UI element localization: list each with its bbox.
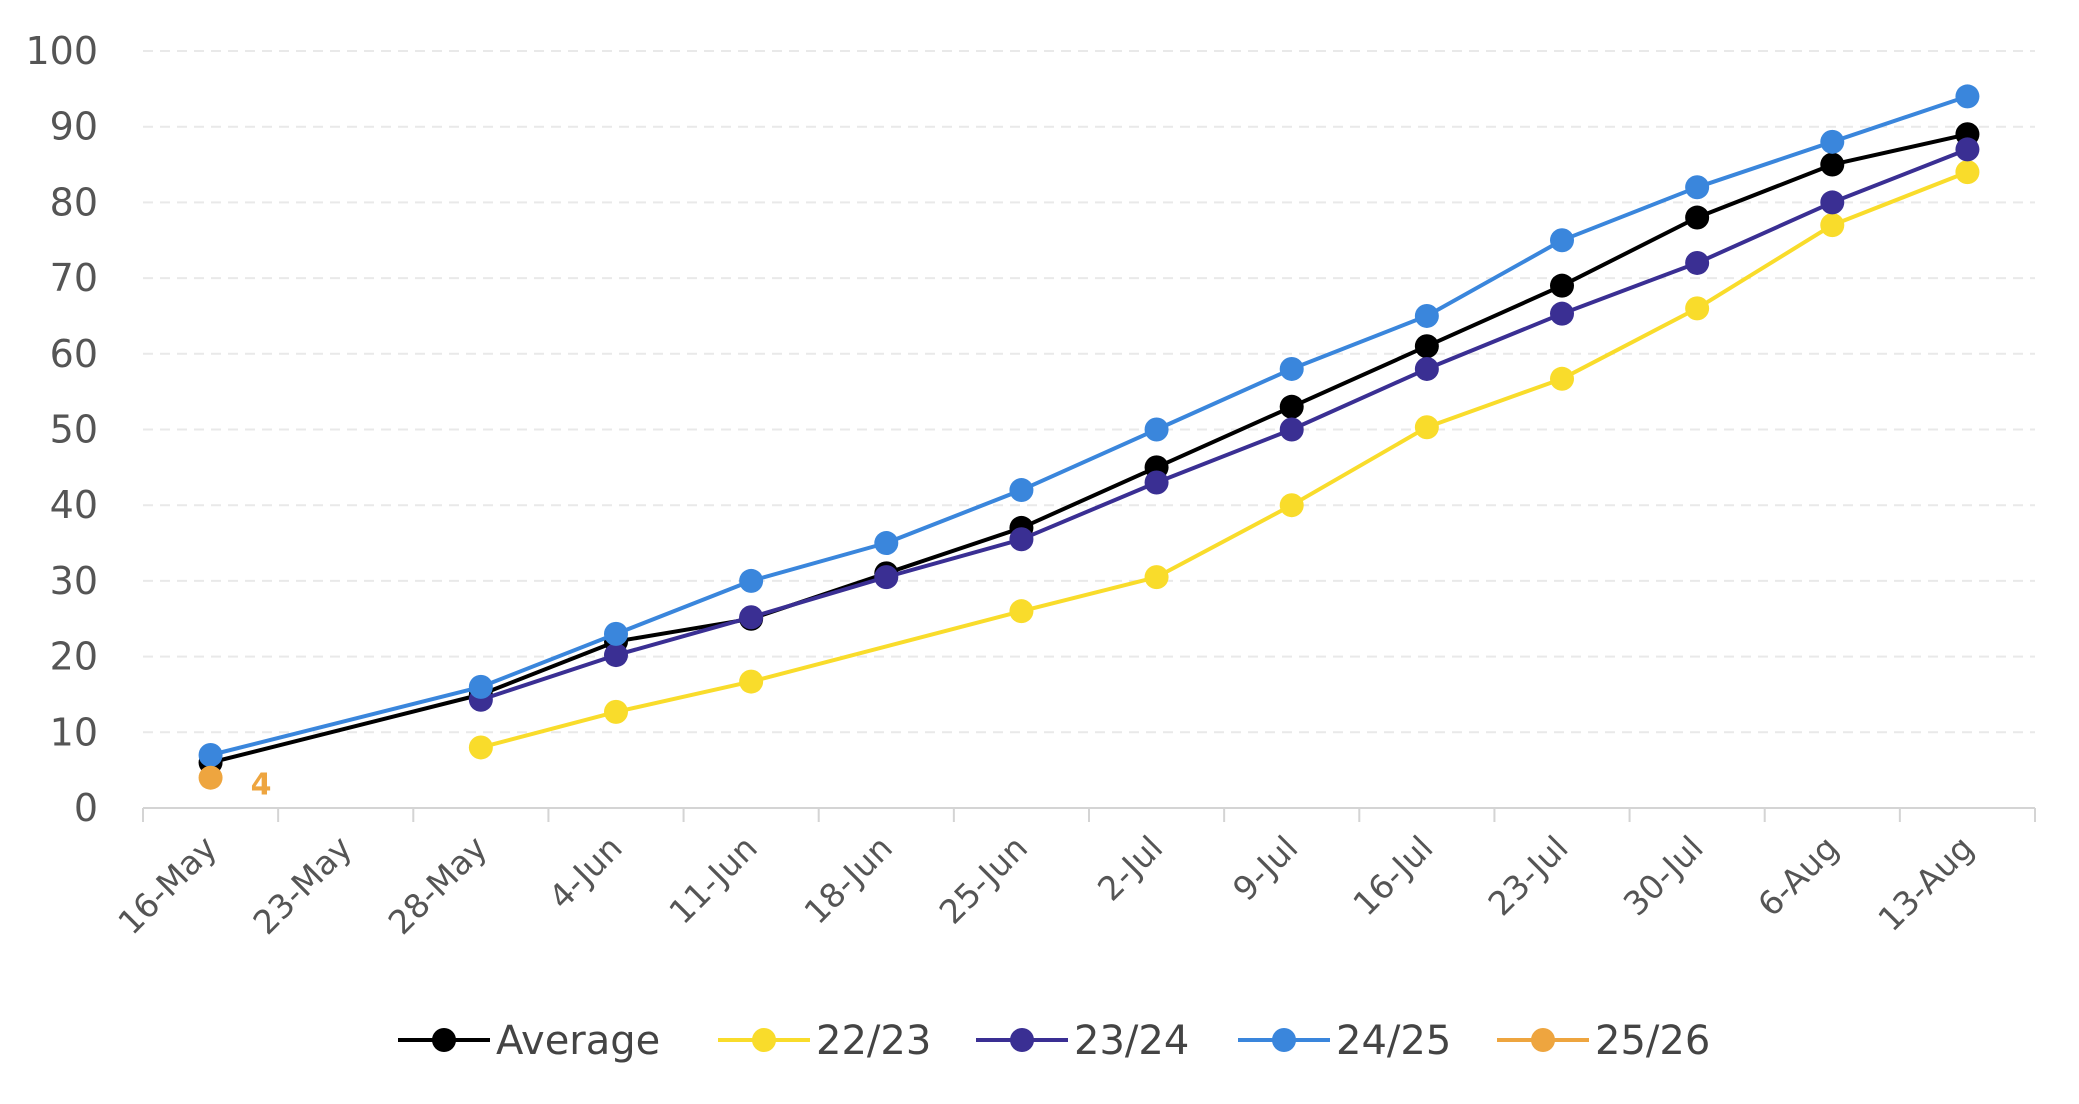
data-point <box>604 699 628 724</box>
y-tick-label: 80 <box>50 180 98 224</box>
y-tick-label: 10 <box>50 710 98 754</box>
data-point <box>1550 366 1574 391</box>
x-tick-label: 16-Jul <box>1345 828 1440 923</box>
data-point <box>1009 478 1034 503</box>
data-point <box>1144 417 1169 442</box>
x-axis: 16-May 23-May 28-May 4-Jun 11-Jun 18-Jun 25-Ju… <box>110 807 2036 942</box>
x-tick-label: 18-Jun <box>796 828 899 931</box>
legend-swatch-marker <box>1272 1028 1296 1052</box>
data-point <box>1414 303 1439 328</box>
x-tick-label: 25-Jun <box>932 828 1035 931</box>
y-tick-label: 100 <box>25 29 98 73</box>
data-point <box>1414 415 1439 440</box>
data-point <box>468 674 493 699</box>
data-point <box>1820 129 1845 154</box>
legend: Average 22/23 23/24 24/25 25/26 <box>398 1018 1710 1064</box>
data-point <box>1820 152 1845 177</box>
data-point <box>1685 175 1710 200</box>
legend-item: 24/25 <box>1238 1018 1451 1064</box>
data-point <box>1144 565 1169 590</box>
data-point <box>1820 190 1845 215</box>
legend-label: 24/25 <box>1336 1018 1451 1064</box>
data-point <box>1685 250 1710 275</box>
data-point <box>604 621 628 646</box>
x-tick-label: 4-Jun <box>541 828 630 917</box>
data-point <box>1279 356 1304 381</box>
y-tick-label: 90 <box>50 105 98 149</box>
data-point <box>1550 273 1574 298</box>
data-point <box>874 531 899 556</box>
data-point <box>874 565 899 590</box>
legend-swatch-marker <box>1010 1028 1034 1052</box>
data-point <box>739 605 764 630</box>
data-point <box>604 643 628 668</box>
x-tick-label: 23-May <box>245 828 359 942</box>
legend-item: Average <box>398 1018 660 1064</box>
legend-label: Average <box>496 1018 660 1064</box>
legend-swatch-marker <box>432 1028 456 1052</box>
y-tick-label: 50 <box>50 408 98 452</box>
y-tick-label: 20 <box>50 635 98 679</box>
data-point <box>1955 137 1980 162</box>
legend-label: 25/26 <box>1595 1018 1710 1064</box>
data-point <box>1820 213 1845 238</box>
y-axis-tick-labels: 0 10 20 30 40 50 60 70 80 90 100 <box>25 29 98 830</box>
data-point <box>1414 356 1439 381</box>
data-point <box>1685 205 1710 230</box>
data-point <box>1144 470 1169 495</box>
legend-item: 22/23 <box>718 1018 931 1064</box>
gridlines <box>143 50 2035 734</box>
legend-label: 23/24 <box>1074 1018 1189 1064</box>
legend-item: 23/24 <box>976 1018 1189 1064</box>
data-labels: 4 <box>251 768 272 803</box>
series-23-24 <box>468 137 1980 712</box>
series-group <box>198 84 1980 790</box>
legend-item: 25/26 <box>1497 1018 1710 1064</box>
x-tick-label: 11-Jun <box>661 828 764 931</box>
y-tick-label: 70 <box>50 256 98 300</box>
x-tick-label: 16-May <box>110 828 224 942</box>
data-point <box>468 735 493 760</box>
series-line <box>480 170 1969 750</box>
data-point <box>1279 493 1304 518</box>
series-25-26 <box>198 765 223 790</box>
data-point <box>1279 417 1304 442</box>
x-tick-label: 6-Aug <box>1750 828 1846 924</box>
series-24-25 <box>198 84 1980 768</box>
data-point <box>1955 84 1980 109</box>
data-point <box>1009 599 1034 624</box>
data-point <box>1685 296 1710 321</box>
data-point <box>1414 334 1439 359</box>
legend-label: 22/23 <box>816 1018 931 1064</box>
data-point <box>739 669 764 694</box>
series-22-23 <box>468 160 1980 760</box>
data-point <box>198 765 223 790</box>
x-tick-label: 28-May <box>381 828 495 942</box>
data-point <box>1009 527 1034 552</box>
y-tick-label: 40 <box>50 483 98 527</box>
x-tick-label: 9-Jul <box>1225 828 1305 908</box>
data-point <box>1955 160 1980 185</box>
y-tick-label: 30 <box>50 559 98 603</box>
x-tick-label: 13-Aug <box>1870 828 1981 939</box>
data-point <box>1550 228 1574 253</box>
y-tick-label: 60 <box>50 332 98 376</box>
data-point <box>739 568 764 593</box>
x-tick-label: 2-Jul <box>1090 828 1170 908</box>
data-point <box>1550 301 1574 326</box>
legend-swatch-marker <box>752 1028 776 1052</box>
x-tick-label: 23-Jul <box>1481 828 1576 923</box>
series-line <box>210 132 1968 765</box>
x-tick-label: 30-Jul <box>1616 828 1711 923</box>
y-tick-label: 0 <box>74 786 98 830</box>
legend-swatch-marker <box>1531 1028 1555 1052</box>
data-point <box>198 743 223 768</box>
series-average <box>198 122 1980 775</box>
data-point <box>1279 394 1304 419</box>
series-line <box>480 147 1969 702</box>
data-label: 4 <box>251 768 272 803</box>
